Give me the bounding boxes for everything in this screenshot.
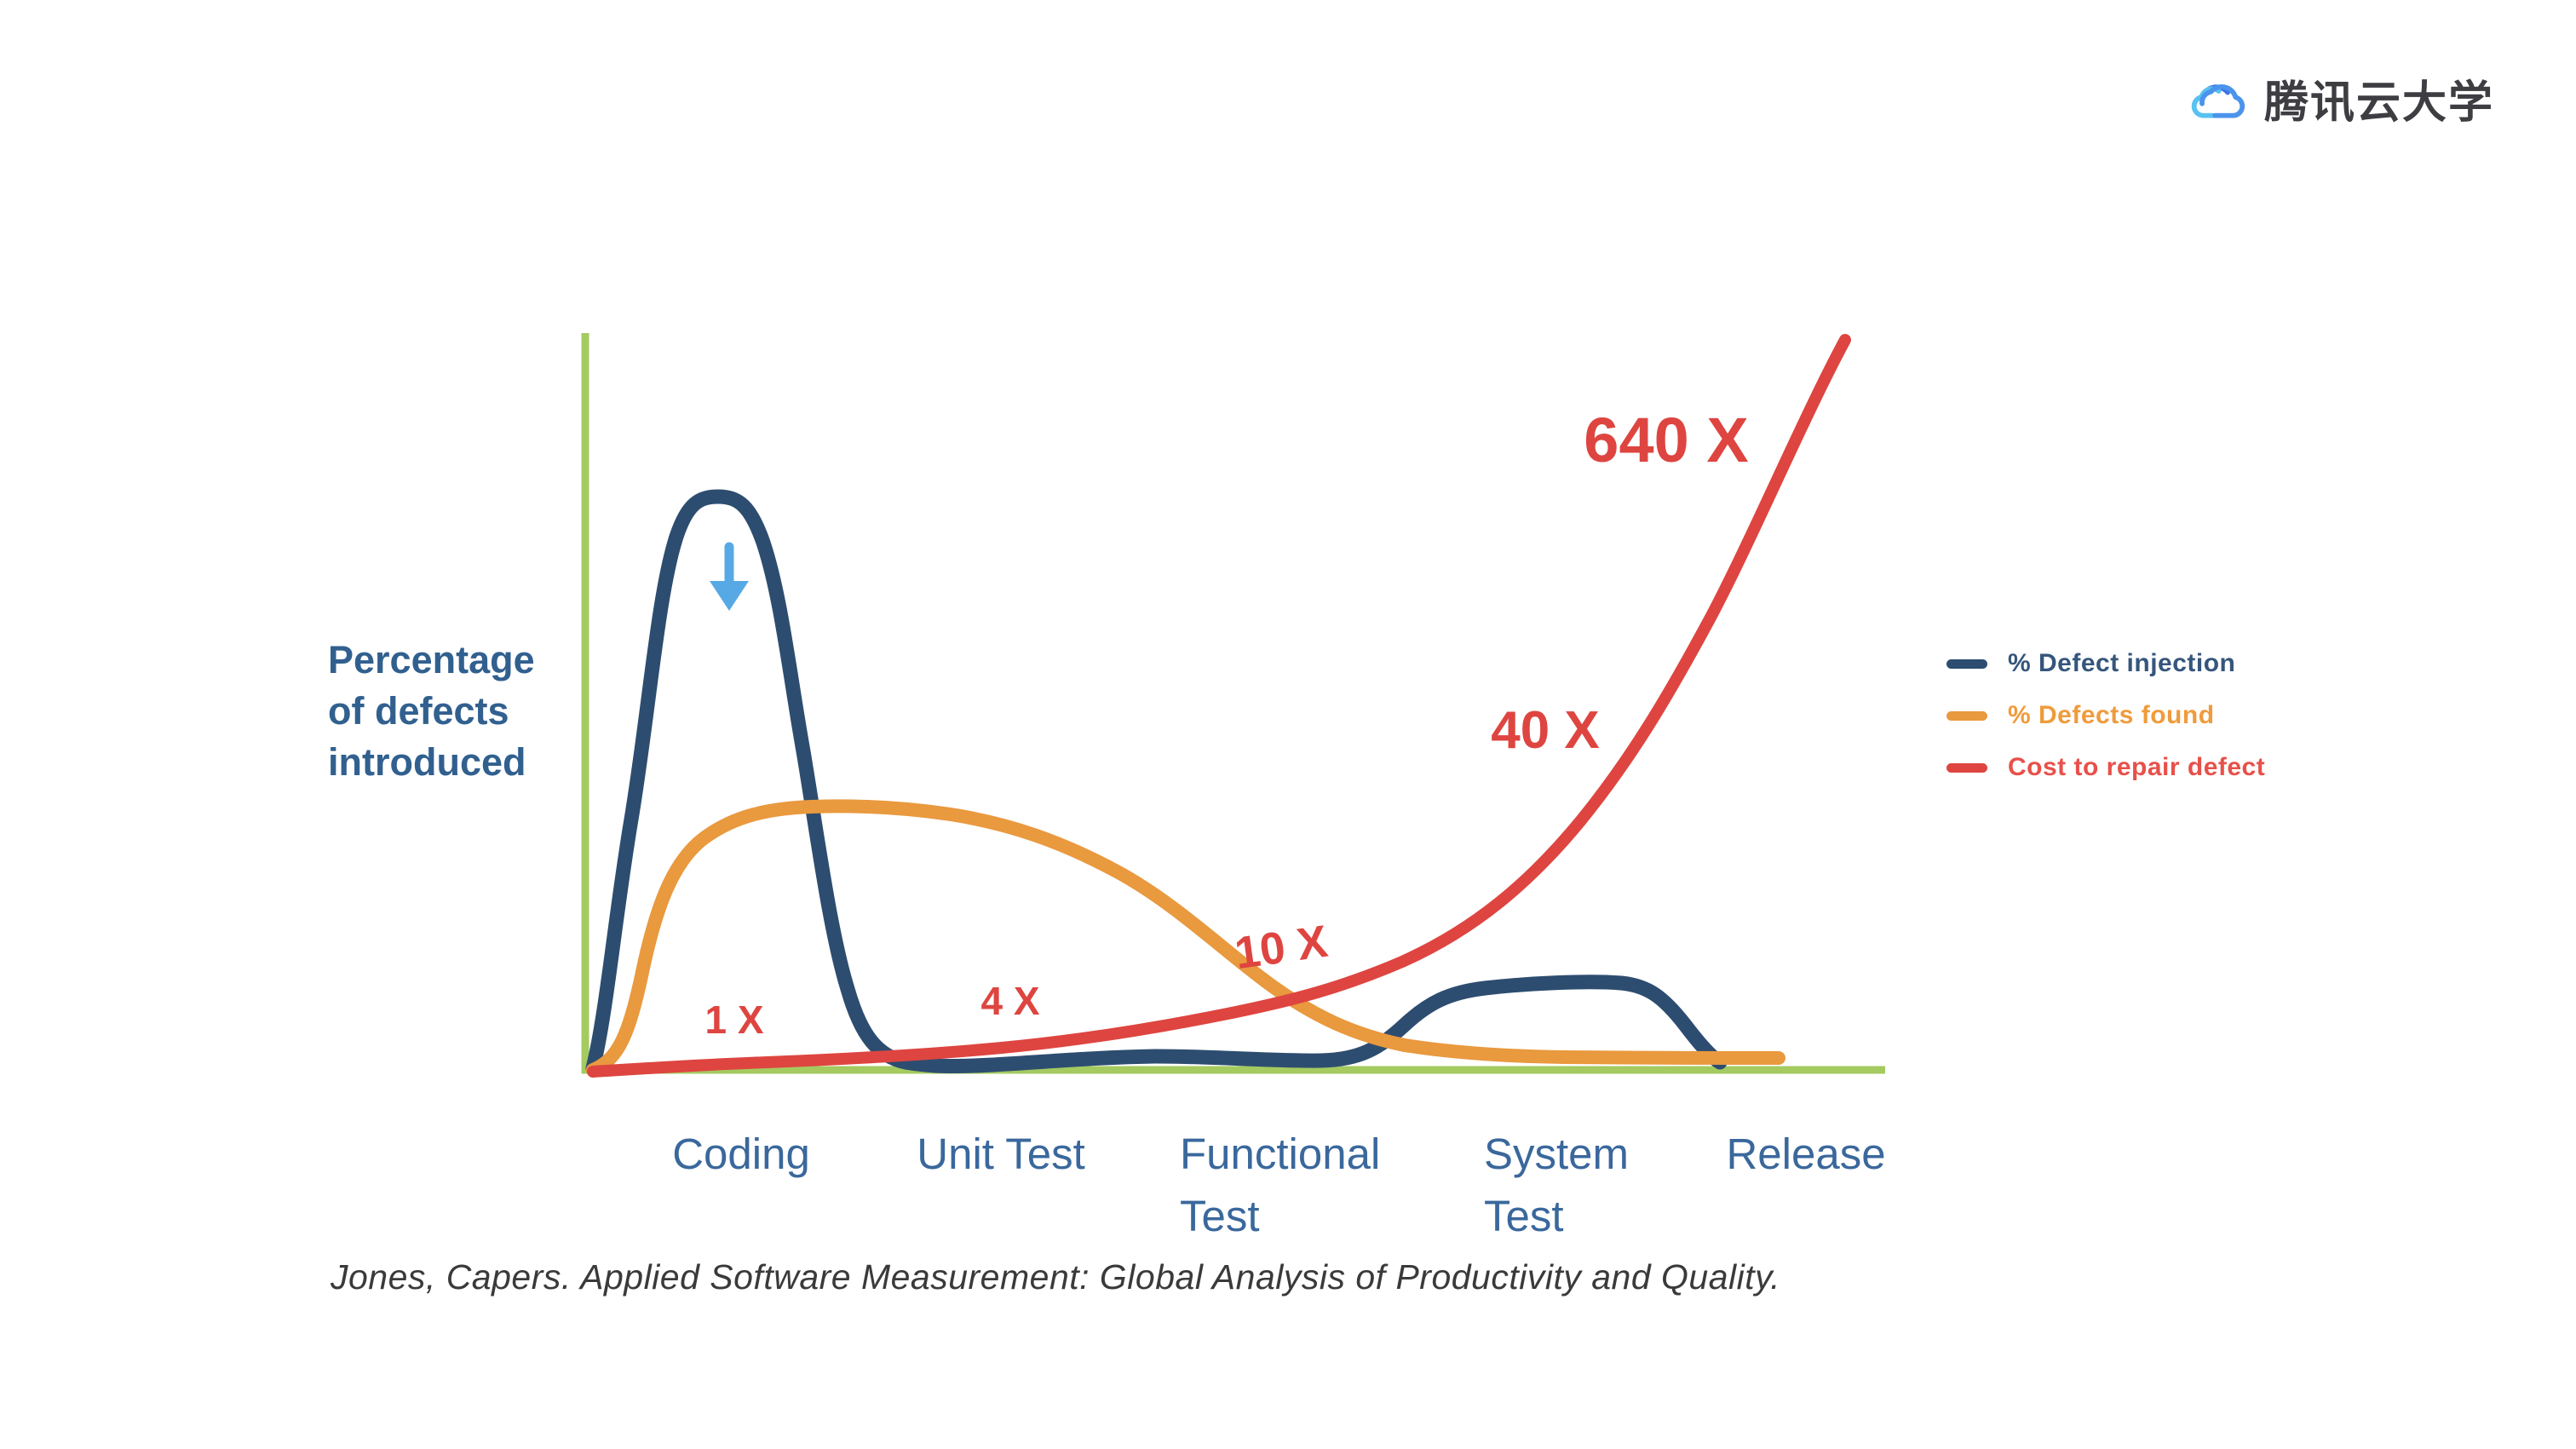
- x-label-unit-test: Unit Test: [917, 1130, 1085, 1178]
- x-label-coding: Coding: [672, 1130, 810, 1178]
- x-label-system-test: System Test: [1484, 1130, 1630, 1240]
- defects-found-curve: [586, 799, 1785, 1077]
- tencent-cloud-logo: 腾讯云大学: [2189, 66, 2494, 130]
- y-axis-title: Percentage of defects introduced: [328, 638, 535, 784]
- citation-text: Jones, Capers. Applied Software Measurem…: [331, 1257, 1780, 1297]
- legend-item-defect-injection: % Defect injection: [1946, 649, 2265, 678]
- chart-legend: % Defect injection % Defects found Cost …: [1946, 649, 2265, 782]
- annotation-1x: 1 X: [704, 998, 764, 1042]
- tencent-cloud-icon: [2191, 83, 2245, 118]
- legend-label: Cost to repair defect: [2008, 753, 2266, 781]
- x-label-release: Release: [1726, 1130, 1886, 1178]
- annotation-40x: 40 X: [1491, 701, 1600, 760]
- legend-swatch-navy: [1946, 658, 1987, 669]
- defect-injection-curve: [585, 489, 1728, 1076]
- legend-swatch-orange: [1946, 710, 1987, 721]
- cost-to-repair-curve: [587, 334, 1851, 1078]
- annotation-4x: 4 X: [980, 979, 1040, 1023]
- legend-item-defects-found: % Defects found: [1946, 701, 2265, 730]
- legend-item-cost-to-repair: Cost to repair defect: [1946, 753, 2265, 782]
- x-label-functional-test: Functional Test: [1180, 1130, 1381, 1240]
- peak-down-arrow-icon: [710, 542, 749, 611]
- logo-text: 腾讯云大学: [2263, 78, 2494, 128]
- legend-swatch-red: [1946, 762, 1987, 773]
- legend-label: % Defects found: [2008, 701, 2215, 729]
- legend-label: % Defect injection: [2008, 649, 2236, 677]
- annotation-640x: 640 X: [1584, 405, 1749, 475]
